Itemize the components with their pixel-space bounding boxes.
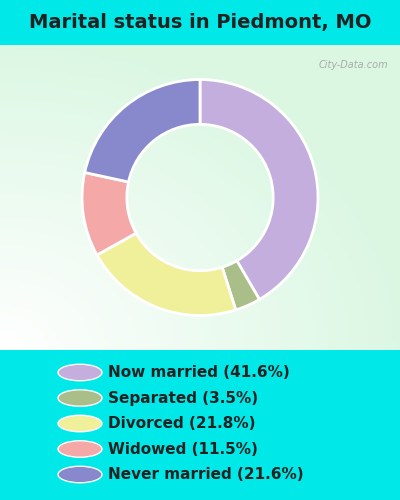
Circle shape xyxy=(58,441,102,457)
Text: Separated (3.5%): Separated (3.5%) xyxy=(108,390,258,406)
Wedge shape xyxy=(222,260,260,310)
Circle shape xyxy=(58,390,102,406)
Circle shape xyxy=(58,466,102,483)
Circle shape xyxy=(58,364,102,381)
Wedge shape xyxy=(85,80,200,182)
Wedge shape xyxy=(200,80,318,300)
Text: Never married (21.6%): Never married (21.6%) xyxy=(108,467,304,482)
Wedge shape xyxy=(97,233,236,316)
Text: Divorced (21.8%): Divorced (21.8%) xyxy=(108,416,256,431)
Text: Now married (41.6%): Now married (41.6%) xyxy=(108,365,290,380)
Circle shape xyxy=(58,415,102,432)
Text: Widowed (11.5%): Widowed (11.5%) xyxy=(108,442,258,456)
Text: City-Data.com: City-Data.com xyxy=(318,60,388,70)
Text: Marital status in Piedmont, MO: Marital status in Piedmont, MO xyxy=(29,13,371,32)
Wedge shape xyxy=(82,172,136,255)
